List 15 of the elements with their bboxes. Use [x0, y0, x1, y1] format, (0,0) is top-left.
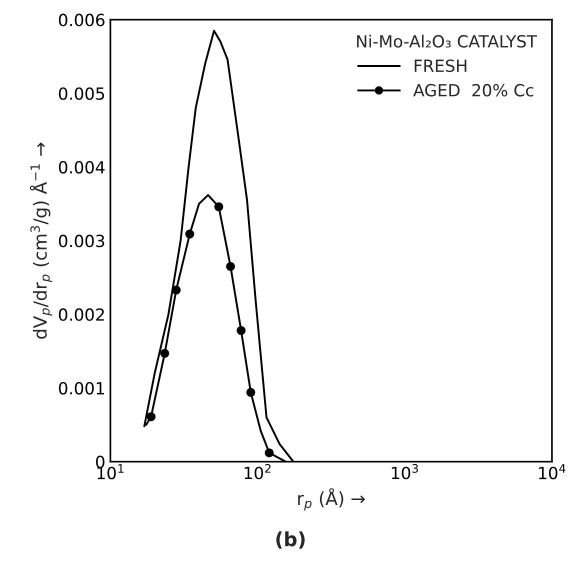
y-tick-label: 0.003 [58, 234, 104, 248]
legend-label: AGED 20% Cc [413, 84, 534, 97]
legend-title: Ni-Mo-Al₂O₃ CATALYST [357, 34, 537, 48]
y-tick-label: 0.006 [58, 14, 104, 26]
x-tick-label: 10$^{4}$ [539, 464, 566, 480]
text: dV$_{p}$/dr$_{p}$ (cm$^{3}$/g) Å$^{−1}$ → [30, 142, 52, 339]
x-tick-label: 10$^{3}$ [392, 464, 418, 480]
y-tick-label: 0.002 [58, 308, 104, 321]
y-tick-label: 0.004 [58, 160, 105, 174]
x-axis-title: r$_{p}$ (Å) → [298, 488, 365, 511]
legend-label: FRESH [414, 59, 466, 72]
x-tick-label: 10$^{2}$ [244, 464, 271, 480]
y-tick-label: 0.001 [58, 382, 104, 395]
text: (b) [276, 531, 305, 549]
y-tick-label: 0.005 [58, 87, 104, 100]
